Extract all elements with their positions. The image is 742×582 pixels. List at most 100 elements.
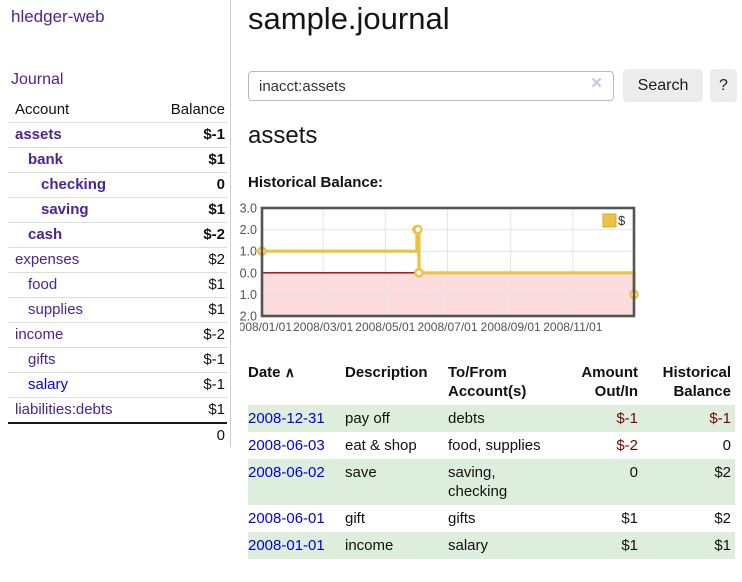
account-balance: $1 <box>149 197 227 223</box>
account-row: saving $1 <box>8 197 227 223</box>
register-row: 2008-01-01 income salary $1 $1 <box>248 532 735 559</box>
register-table: Date ∧ Description To/From Account(s) Am… <box>248 361 735 559</box>
account-balance: $1 <box>149 147 227 173</box>
account-balance: $1 <box>149 272 227 298</box>
account-link-cash[interactable]: cash <box>28 226 63 243</box>
account-row: gifts $-1 <box>8 347 227 373</box>
account-balance: $-1 <box>149 122 227 148</box>
amount-header-line2: Out/In <box>594 383 638 400</box>
date-header-label: Date <box>248 364 281 381</box>
transaction-accounts: debts <box>448 405 560 432</box>
transaction-balance: $1 <box>642 532 735 559</box>
transaction-accounts: gifts <box>448 510 476 527</box>
account-balance: 0 <box>149 172 227 198</box>
transaction-description: save <box>345 459 448 505</box>
app-brand-link[interactable]: hledger-web <box>11 7 105 26</box>
balance-header-line2: Balance <box>673 383 731 400</box>
transaction-date-link[interactable]: 2008-12-31 <box>248 410 325 427</box>
account-row: income $-2 <box>8 322 227 348</box>
svg-text:2008/01/01: 2008/01/01 <box>240 320 292 334</box>
transaction-description: gift <box>345 510 366 527</box>
transaction-accounts: food, supplies <box>448 437 541 454</box>
accounts-total-balance: 0 <box>149 422 227 448</box>
transaction-date-link[interactable]: 2008-06-01 <box>248 510 325 527</box>
accounts-header-row: Account Balance <box>8 98 227 123</box>
svg-text:2008/07/01: 2008/07/01 <box>417 320 477 334</box>
register-row: 2008-06-02 save saving, checking 0 $2 <box>248 459 735 505</box>
account-link-supplies[interactable]: supplies <box>28 301 84 318</box>
transaction-amount: $-2 <box>616 437 638 454</box>
account-row: assets $-1 <box>8 122 227 148</box>
transaction-balance: $2 <box>642 459 735 505</box>
sidebar: hledger-web Journal Account Balance asse… <box>0 0 231 448</box>
transaction-description: pay off <box>345 405 448 432</box>
account-link-saving[interactable]: saving <box>41 201 89 218</box>
search-form: × Search ? <box>248 68 742 104</box>
register-row: 2008-12-31 pay off debts $-1 $-1 <box>248 405 735 432</box>
account-balance: $-1 <box>149 372 227 398</box>
account-balance: $-2 <box>149 222 227 248</box>
account-row: salary $-1 <box>8 372 227 398</box>
account-balance: $1 <box>149 297 227 323</box>
account-row: expenses $2 <box>8 247 227 273</box>
transaction-accounts: salary <box>448 532 560 559</box>
transaction-balance: 0 <box>722 437 731 454</box>
account-link-salary[interactable]: salary <box>28 376 69 393</box>
accounts-table: Account Balance assets $-1 bank $1 check… <box>8 98 227 448</box>
account-row: cash $-2 <box>8 222 227 248</box>
amount-header-line1: Amount <box>581 364 638 381</box>
svg-text:$: $ <box>618 213 626 228</box>
account-link-food[interactable]: food <box>28 276 58 293</box>
account-link-expenses[interactable]: expenses <box>15 251 80 268</box>
account-link-bank[interactable]: bank <box>28 151 64 168</box>
account-row: checking 0 <box>8 172 227 198</box>
transaction-balance: $-1 <box>642 405 735 432</box>
svg-text:3.0: 3.0 <box>240 202 257 216</box>
svg-text:2008/09/01: 2008/09/01 <box>481 320 541 334</box>
transaction-amount: $-1 <box>560 405 642 432</box>
register-header-amount: Amount Out/In <box>560 361 642 405</box>
transaction-date-link[interactable]: 2008-06-02 <box>248 464 325 481</box>
search-button[interactable]: Search <box>623 69 703 102</box>
account-link-checking[interactable]: checking <box>41 176 107 193</box>
transaction-date-link[interactable]: 2008-06-03 <box>248 437 325 454</box>
chart-heading: Historical Balance: <box>248 174 384 191</box>
register-row: 2008-06-03 eat & shop food, supplies $-2… <box>248 432 735 459</box>
transaction-description: income <box>345 532 448 559</box>
account-header-line2: Account(s) <box>448 383 527 400</box>
svg-text:0.0: 0.0 <box>240 266 257 280</box>
register-header-account: To/From Account(s) <box>448 361 560 405</box>
help-button[interactable]: ? <box>710 69 737 102</box>
clear-search-icon[interactable]: × <box>591 73 603 94</box>
register-header-date[interactable]: Date ∧ <box>248 361 345 405</box>
transaction-amount: $1 <box>560 532 642 559</box>
account-header-line1: To/From <box>448 364 507 381</box>
transaction-description: eat & shop <box>345 437 417 454</box>
svg-text:1.0: 1.0 <box>240 245 257 259</box>
svg-text:-1.0: -1.0 <box>240 288 257 302</box>
account-balance: $1 <box>149 397 227 424</box>
register-row: 2008-06-01 gift gifts $1 $2 <box>248 505 735 532</box>
search-input[interactable] <box>248 71 614 101</box>
svg-text:2008/05/01: 2008/05/01 <box>355 320 415 334</box>
svg-text:2008/03/01: 2008/03/01 <box>293 320 353 334</box>
account-row: bank $1 <box>8 147 227 173</box>
svg-text:2.0: 2.0 <box>240 223 257 237</box>
transaction-amount: 0 <box>560 459 642 505</box>
account-row: supplies $1 <box>8 297 227 323</box>
register-header-row: Date ∧ Description To/From Account(s) Am… <box>248 361 735 405</box>
transaction-date-link[interactable]: 2008-01-01 <box>248 537 325 554</box>
account-balance: $2 <box>149 247 227 273</box>
svg-text:2008/11/01: 2008/11/01 <box>543 320 602 334</box>
account-heading: assets <box>248 122 318 149</box>
account-link-income[interactable]: income <box>15 326 64 343</box>
nav-journal-link[interactable]: Journal <box>11 71 64 88</box>
account-link-gifts[interactable]: gifts <box>28 351 56 368</box>
svg-text:-2.0: -2.0 <box>240 310 257 324</box>
page-title: sample.journal <box>248 1 450 36</box>
account-link-liabilities-debts[interactable]: liabilities:debts <box>15 401 113 418</box>
balance-header-line1: Historical <box>662 364 731 381</box>
accounts-header-account: Account <box>8 98 150 123</box>
account-link-assets[interactable]: assets <box>15 126 62 143</box>
account-row: food $1 <box>8 272 227 298</box>
